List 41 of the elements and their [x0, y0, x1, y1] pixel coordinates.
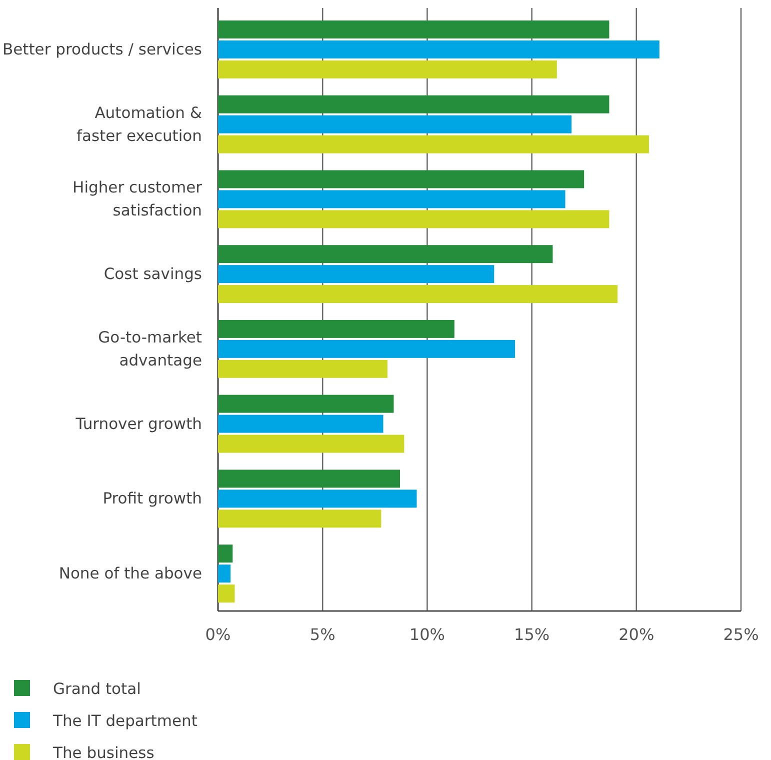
bar [218, 320, 454, 338]
x-tick-label: 10% [409, 625, 445, 644]
bar [218, 170, 584, 188]
bar [218, 394, 394, 413]
y-tick-label: Better products / services [2, 40, 202, 58]
x-tick-label: 25% [723, 625, 759, 644]
bar [218, 584, 235, 603]
bar [218, 115, 572, 134]
bar [218, 245, 553, 264]
bar [218, 470, 400, 488]
bar [218, 135, 649, 154]
bar [218, 490, 417, 508]
y-tick-label: None of the above [58, 564, 202, 583]
x-tick-label: 0% [205, 625, 231, 644]
x-tick-label: 20% [618, 625, 654, 644]
bar [218, 20, 610, 38]
x-tick-label: 15% [514, 625, 550, 644]
legend-label: The business [52, 744, 154, 760]
legend-label: The IT department [52, 712, 198, 730]
legend-label: Grand total [53, 680, 141, 698]
bar [218, 285, 618, 304]
bar [218, 95, 610, 114]
y-tick-label: Go-to-market advantage [98, 328, 202, 370]
bar [218, 210, 610, 228]
bar [218, 564, 231, 583]
bar [218, 340, 516, 358]
y-tick-label: Automation & faster execution [76, 104, 202, 145]
y-tick-label: Higher customer satisfaction [72, 178, 203, 220]
bar [218, 414, 384, 433]
bar [218, 190, 566, 208]
bar [218, 265, 494, 284]
bar [218, 360, 388, 378]
bar [218, 510, 382, 528]
x-tick-label: 5% [310, 625, 336, 644]
bar [218, 544, 233, 563]
bar [218, 60, 557, 78]
bar [218, 40, 660, 58]
bar [218, 434, 404, 453]
y-tick-label: Turnover growth [74, 414, 202, 433]
y-tick-label: Profit growth [102, 490, 202, 508]
y-tick-label: Cost savings [104, 265, 202, 284]
